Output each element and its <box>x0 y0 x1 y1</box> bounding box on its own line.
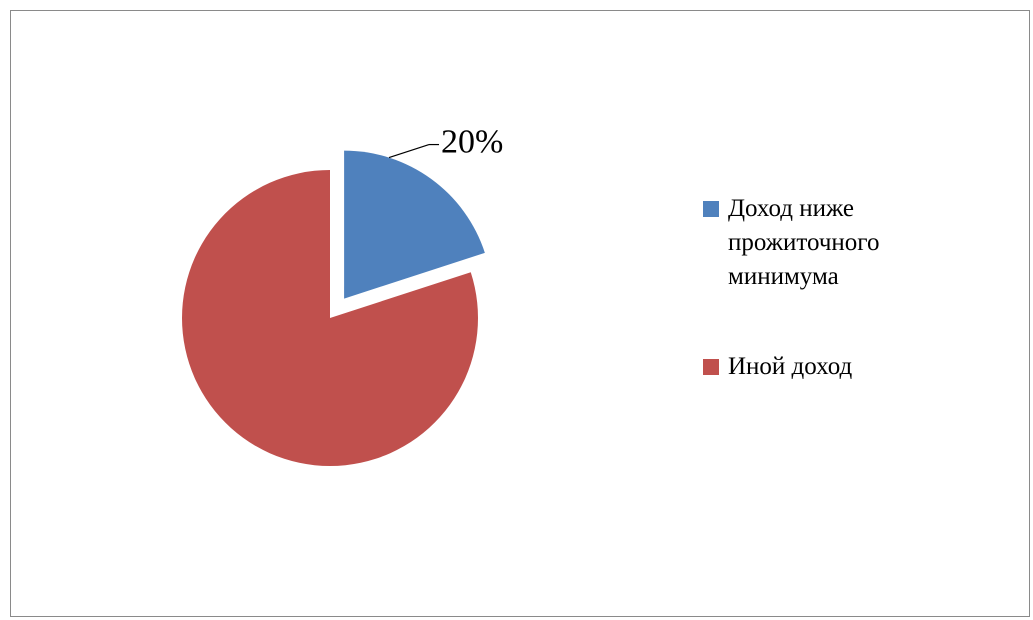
pie-slices <box>182 150 485 466</box>
data-label-slice-0: 20% <box>441 124 503 161</box>
legend-label-0: Доход ниже прожиточного минимума <box>728 195 880 290</box>
pie-slice-0 <box>344 150 485 299</box>
legend-swatch-0 <box>703 201 719 217</box>
pie-slice-1 <box>182 170 479 466</box>
legend-item-0: Доход ниже прожиточного минимума <box>700 192 948 294</box>
legend-label-1: Иной доход <box>728 353 853 380</box>
legend-item-1: Иной доход <box>700 350 948 384</box>
legend: Доход ниже прожиточного минимума Иной до… <box>700 192 948 384</box>
data-label-leader-line <box>388 143 430 159</box>
chart-area <box>10 10 1030 617</box>
legend-swatch-1 <box>703 359 719 375</box>
